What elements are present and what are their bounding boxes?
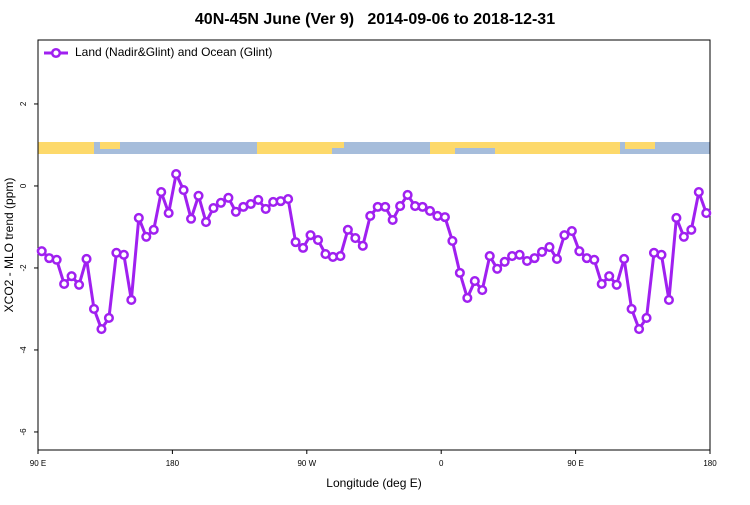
data-point	[671, 212, 682, 223]
data-point	[283, 194, 294, 205]
data-point	[215, 197, 226, 208]
data-point	[171, 169, 182, 180]
data-point	[230, 206, 241, 217]
x-tick-label: 0	[439, 459, 444, 468]
data-point	[357, 240, 368, 251]
data-point	[290, 237, 301, 248]
data-point	[693, 187, 704, 198]
data-point	[678, 231, 689, 242]
data-point	[74, 279, 85, 290]
data-point	[66, 271, 77, 282]
data-point	[312, 235, 324, 246]
data-point	[566, 226, 577, 237]
data-point	[454, 267, 465, 278]
data-point	[51, 254, 62, 265]
x-tick-label: 90 E	[567, 459, 583, 468]
data-point	[88, 303, 100, 315]
data-point	[402, 189, 413, 201]
data-point	[350, 232, 361, 244]
y-tick-label: 2	[19, 101, 28, 106]
data-point	[529, 253, 540, 264]
data-point	[596, 278, 607, 290]
data-point	[484, 251, 495, 262]
x-tick-label: 90 E	[30, 459, 46, 468]
data-point	[387, 214, 398, 226]
y-tick-label: -4	[19, 346, 28, 354]
data-point	[208, 203, 219, 214]
data-point	[365, 210, 376, 221]
data-point	[126, 294, 137, 305]
data-point	[447, 235, 458, 246]
data-point	[477, 285, 488, 296]
data-point	[305, 230, 316, 241]
plot-frame	[37, 39, 711, 451]
data-point	[103, 312, 114, 324]
data-point	[253, 194, 264, 205]
data-point	[163, 207, 174, 219]
legend-marker	[50, 47, 62, 59]
data-point	[148, 224, 159, 235]
data-point	[641, 312, 652, 324]
data-point	[492, 263, 503, 274]
data-point	[604, 271, 615, 282]
data-point	[133, 212, 144, 223]
series-line	[40, 172, 708, 331]
data-point	[686, 224, 697, 235]
x-tick-label: 180	[703, 459, 717, 468]
x-tick-label: 180	[166, 459, 180, 468]
data-point	[178, 185, 189, 196]
data-point	[298, 242, 309, 253]
data-point	[260, 203, 271, 214]
data-point	[186, 213, 197, 224]
data-point	[626, 303, 637, 315]
data-point	[193, 190, 204, 201]
x-tick-label: 90 W	[297, 459, 316, 468]
y-tick-label: -6	[19, 428, 28, 436]
data-point	[417, 201, 428, 212]
data-point	[439, 212, 450, 223]
data-point	[611, 279, 622, 290]
data-point	[395, 201, 406, 212]
data-point	[589, 254, 600, 265]
data-point	[701, 207, 712, 219]
data-point	[469, 276, 480, 287]
data-point	[424, 205, 436, 217]
data-point	[619, 253, 630, 264]
data-point	[96, 324, 107, 335]
data-point	[335, 251, 346, 262]
data-point	[559, 230, 570, 241]
chart-title: 40N-45N June (Ver 9) 2014-09-06 to 2018-…	[195, 11, 555, 28]
data-point	[462, 292, 473, 303]
data-point	[536, 246, 548, 258]
data-point	[656, 249, 667, 260]
y-tick-label: 0	[19, 183, 28, 188]
data-point	[141, 231, 152, 242]
data-point	[223, 192, 234, 203]
y-axis-label: XCO2 - MLO trend (ppm)	[2, 178, 16, 313]
x-axis-label: Longitude (deg E)	[326, 476, 421, 490]
data-point	[81, 253, 92, 264]
data-point	[551, 253, 562, 264]
y-tick-label: -2	[19, 264, 28, 272]
data-point	[663, 294, 674, 305]
data-point	[499, 256, 510, 267]
data-point	[200, 216, 212, 228]
legend-label: Land (Nadir&Glint) and Ocean (Glint)	[75, 45, 272, 59]
data-point	[634, 324, 645, 335]
data-point	[118, 249, 129, 260]
data-point	[380, 201, 391, 212]
surface-strip	[38, 142, 710, 154]
data-point	[514, 249, 525, 260]
data-point	[36, 246, 47, 257]
data-point	[574, 246, 585, 257]
data-point	[156, 187, 167, 198]
data-point	[245, 198, 256, 210]
data-point	[59, 278, 70, 290]
data-point	[544, 242, 555, 253]
data-point	[342, 224, 353, 235]
